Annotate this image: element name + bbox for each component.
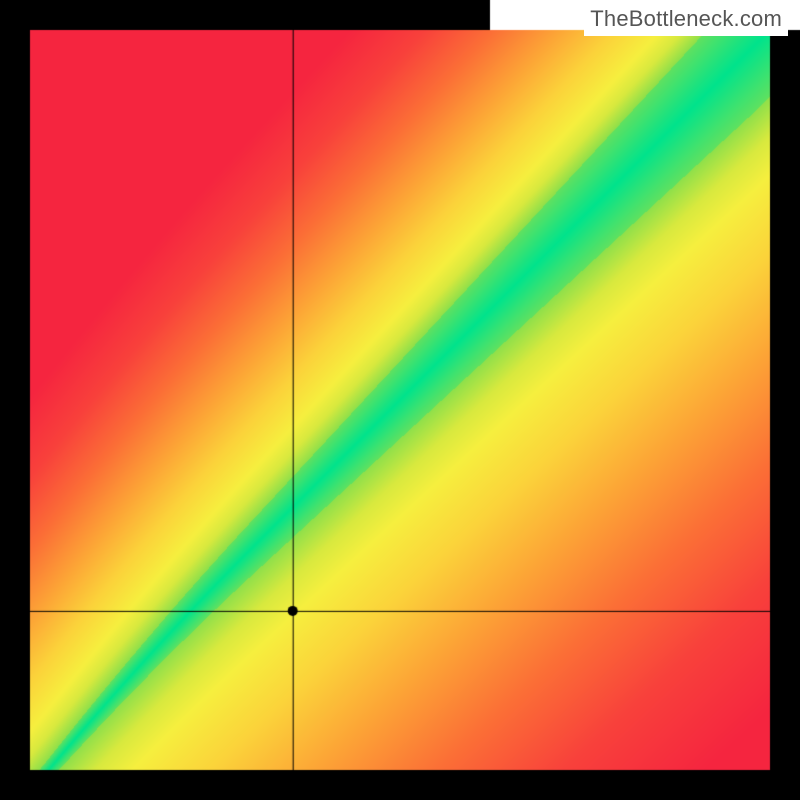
watermark-label: TheBottleneck.com [584,4,788,36]
bottleneck-heatmap [0,0,800,800]
chart-container: { "watermark": { "text": "TheBottleneck.… [0,0,800,800]
